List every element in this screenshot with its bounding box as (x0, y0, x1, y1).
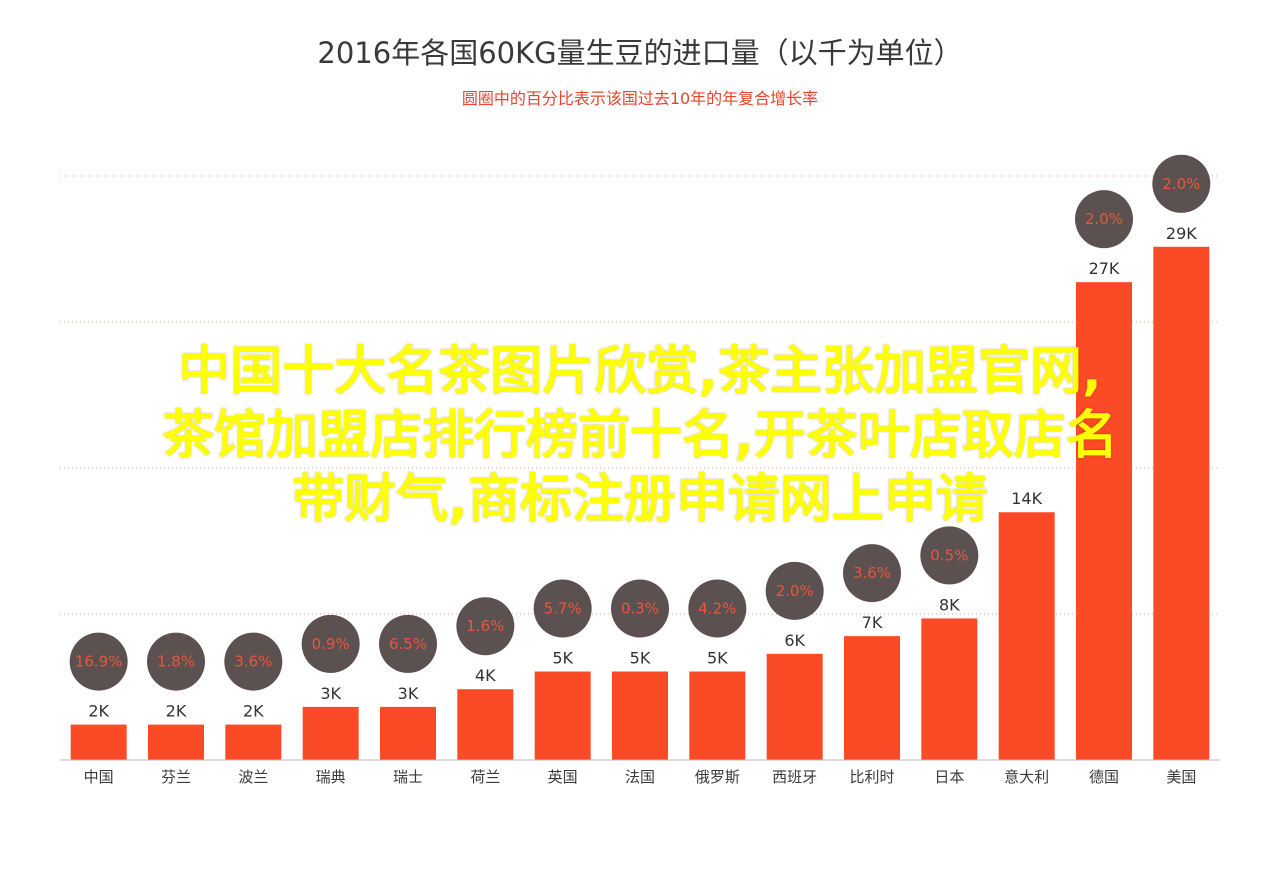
value-label-10: 7K (862, 613, 883, 632)
bar-0 (70, 724, 127, 760)
growth-label-1: 1.8% (157, 653, 195, 671)
value-label-9: 6K (784, 631, 805, 650)
category-label-11: 日本 (934, 768, 964, 786)
bar-1 (148, 724, 204, 760)
chart-subtitle: 圆圈中的百分比表示该国过去10年的年复合增长率 (462, 89, 818, 108)
growth-circle-8 (688, 579, 747, 638)
growth-circle-10 (843, 544, 901, 603)
category-label-12: 意大利 (1004, 768, 1049, 786)
category-label-1: 芬兰 (161, 768, 191, 786)
chart-title: 2016年各国60KG量生豆的进口量（以千为单位） (317, 36, 962, 70)
growth-label-11: 0.5% (930, 546, 968, 564)
growth-label-2: 3.6% (234, 653, 272, 671)
growth-label-5: 1.6% (466, 617, 504, 635)
growth-label-10: 3.6% (853, 564, 891, 582)
bar-3 (302, 706, 359, 760)
bar-7 (612, 671, 668, 760)
value-label-7: 5K (630, 649, 651, 668)
bar-14 (1153, 246, 1210, 761)
category-label-3: 瑞典 (316, 768, 346, 786)
growth-circle-11 (920, 526, 979, 585)
value-label-13: 27K (1089, 259, 1120, 278)
bar-11 (921, 618, 978, 760)
value-label-0: 2K (88, 702, 109, 721)
growth-label-13: 2.0% (1085, 210, 1123, 228)
category-label-14: 美国 (1166, 768, 1196, 786)
category-label-7: 法国 (625, 768, 655, 786)
bar-4 (380, 706, 436, 760)
bar-10 (844, 636, 900, 760)
growth-label-6: 5.7% (544, 600, 582, 618)
growth-circle-4 (379, 614, 437, 673)
value-label-2: 2K (243, 702, 264, 721)
growth-circle-6 (533, 579, 592, 638)
growth-circle-7 (611, 579, 669, 638)
category-label-6: 英国 (548, 768, 578, 786)
category-label-2: 波兰 (238, 768, 268, 786)
category-label-0: 中国 (84, 768, 114, 786)
growth-label-3: 0.9% (312, 635, 350, 653)
category-label-4: 瑞士 (393, 768, 423, 786)
growth-circle-3 (301, 614, 360, 673)
bar-8 (689, 671, 746, 760)
growth-label-4: 6.5% (389, 635, 427, 653)
value-label-6: 5K (552, 649, 573, 668)
value-label-14: 29K (1166, 224, 1197, 243)
bar-12 (998, 512, 1055, 760)
value-label-4: 3K (398, 684, 419, 703)
growth-circle-9 (765, 561, 824, 620)
bar-2 (225, 724, 282, 760)
bar-6 (534, 671, 591, 760)
category-label-5: 荷兰 (470, 768, 500, 786)
value-label-12: 14K (1011, 489, 1042, 508)
value-label-11: 8K (939, 595, 960, 614)
category-label-9: 西班牙 (772, 768, 817, 786)
growth-circle-5 (456, 597, 515, 656)
growth-circle-13 (1075, 190, 1133, 249)
bar-9 (766, 653, 823, 760)
growth-label-7: 0.3% (621, 600, 659, 618)
growth-circle-14 (1152, 154, 1211, 213)
growth-label-0: 16.9% (75, 653, 123, 671)
growth-label-9: 2.0% (776, 582, 814, 600)
labels: 2K 16.9% 中国 2K 1.8% 芬兰 2K 3.6% 波兰 3K 0.9% 瑞典 3K 6.5% 瑞… (69, 154, 1211, 786)
value-label-1: 2K (166, 702, 187, 721)
bars (70, 246, 1210, 761)
category-label-13: 德国 (1089, 768, 1119, 786)
bar-5 (457, 689, 514, 760)
category-label-8: 俄罗斯 (695, 768, 740, 786)
value-label-5: 4K (475, 666, 496, 685)
growth-circle-0 (69, 632, 128, 691)
category-label-10: 比利时 (849, 768, 894, 786)
bar-13 (1076, 282, 1132, 760)
growth-label-8: 4.2% (698, 600, 736, 618)
value-label-3: 3K (320, 684, 341, 703)
growth-label-14: 2.0% (1162, 175, 1200, 193)
growth-circle-2 (224, 632, 283, 691)
growth-circle-1 (147, 632, 205, 691)
value-label-8: 5K (707, 649, 728, 668)
